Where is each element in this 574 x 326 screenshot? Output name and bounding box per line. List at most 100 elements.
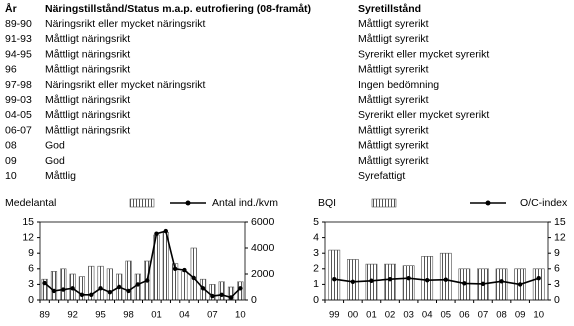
bar [218,281,225,301]
line-marker [98,286,103,291]
line-marker [61,287,66,292]
y-tick-label: 0 [28,294,34,306]
line-marker [126,288,131,294]
bar [60,268,67,301]
line-marker [51,288,57,294]
bar [495,268,508,301]
legend-label: O/C-index [520,197,568,209]
line-marker [443,277,448,282]
table-cell: 97-98 [5,79,32,91]
table-cell: 06-07 [5,124,32,136]
table-header: Syretillstånd [358,3,421,15]
table-cell: 09 [5,155,17,167]
legend-label: Antal ind./kvm [212,197,278,209]
y-tick-label: 12 [22,231,34,243]
table-cell: Måttligt näringsrikt [45,124,130,136]
line-marker [480,281,486,287]
line-marker [369,278,374,283]
legend-label: Medelantal [5,197,56,209]
table-cell: Näringsrikt eller mycket näringsrikt [45,79,206,91]
legend-label: BQI [318,197,336,209]
y2-tick-label: 15 [554,216,566,228]
line-marker [219,292,224,297]
line-marker [172,266,178,271]
line-marker [238,286,243,291]
bar [384,263,396,301]
legend-swatch [371,198,397,208]
plot-frame [39,221,246,301]
line-marker [425,278,430,283]
line-marker [517,282,523,287]
bar [439,252,452,301]
line-marker [350,279,356,284]
y2-tick-label: 12 [554,231,566,243]
x-tick-label: 98 [123,310,134,321]
table-cell: Syrerikt eller mycket syrerikt [358,48,489,60]
line-marker [107,290,113,295]
line-marker [42,280,47,286]
x-tick-label: 03 [403,310,414,321]
x-tick-label: 10 [533,310,544,321]
table-cell: Syrefattigt [358,170,405,182]
x-tick-label: 06 [459,310,470,321]
line-marker [536,275,541,281]
bar [106,268,113,301]
table-cell: 99-03 [5,94,32,106]
legend-swatch [129,198,155,208]
line-marker [79,292,85,297]
table-cell: 96 [5,64,17,76]
table-cell: Måttligt syrerikt [358,18,429,30]
table-cell: Måttlig [45,170,76,182]
y-tick-label: 5 [313,216,319,228]
y2-tick-label: 9 [554,247,560,259]
table-cell: 10 [5,170,17,182]
y2-tick-label: 0 [554,294,560,306]
x-tick-label: 10 [235,310,246,321]
bar [162,232,169,301]
y-tick-label: 3 [313,247,319,259]
x-tick-label: 89 [39,310,50,321]
y-tick-label: 6 [28,263,34,275]
table-cell: God [45,155,65,167]
table-cell: 89-90 [5,18,32,30]
line-marker [144,278,150,283]
bar [181,271,188,301]
table-cell: Måttligt näringsrikt [45,48,130,60]
line-marker [406,275,411,281]
x-tick-label: 05 [441,310,452,321]
x-tick-label: 08 [496,310,507,321]
x-tick-label: 95 [95,310,106,321]
x-tick-label: 00 [348,310,359,321]
bar [532,268,545,301]
line-marker [191,275,196,281]
line-marker [135,282,141,287]
y-tick-label: 9 [28,247,34,259]
x-tick-label: 99 [329,310,340,321]
y2-tick-label: 6000 [251,216,275,228]
y-tick-label: 4 [313,231,319,243]
x-tick-label: 01 [366,310,377,321]
table-cell: Näringsrikt eller mycket näringsrikt [45,18,206,30]
x-tick-label: 01 [151,310,162,321]
line-marker [499,279,504,284]
x-tick-label: 09 [515,310,526,321]
y-tick-label: 3 [28,278,34,290]
bar [97,265,104,301]
table-cell: Måttligt syrerikt [358,94,429,106]
line-marker [154,231,159,236]
x-tick-label: 04 [422,310,433,321]
table-cell: Måttligt syrerikt [358,33,429,45]
table-cell: Måttligt näringsrikt [45,109,130,121]
table-cell: Syrerikt eller mycket syrerikt [358,109,489,121]
x-tick-label: 92 [67,310,78,321]
y-tick-label: 15 [22,216,34,228]
table-cell: 04-05 [5,109,32,121]
line-marker [387,277,393,282]
table-cell: Måttligt näringsrikt [45,64,130,76]
line-marker [210,293,215,299]
bar [190,247,197,301]
table-cell: Måttligt näringsrikt [45,33,130,45]
y2-tick-label: 0 [251,294,257,306]
